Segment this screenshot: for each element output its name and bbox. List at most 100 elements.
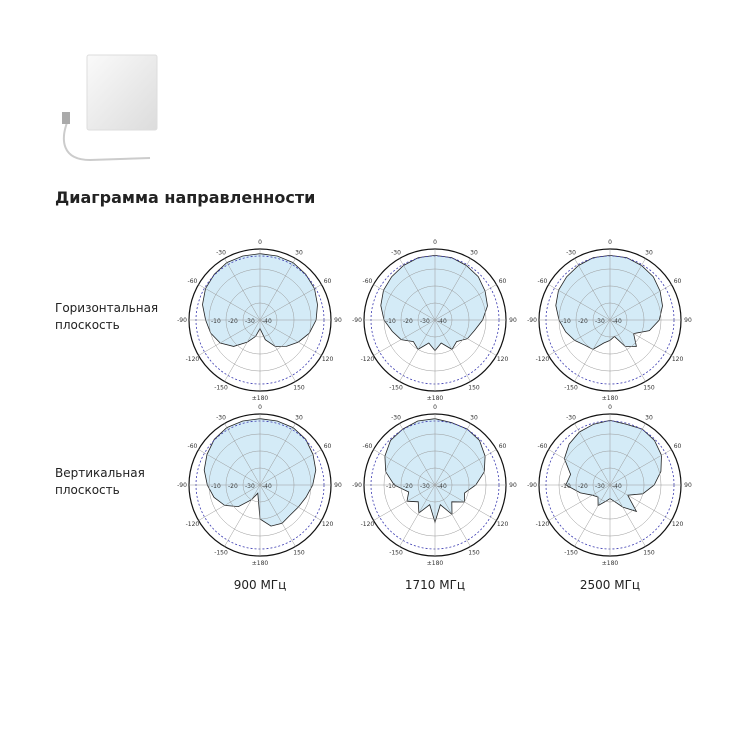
angle-grid-line bbox=[259, 484, 322, 521]
angle-tick-label: 60 bbox=[674, 278, 682, 285]
angle-grid-line bbox=[548, 449, 611, 486]
radial-tick-label: -20 bbox=[403, 318, 413, 325]
angle-tick-label: 90 bbox=[509, 317, 517, 324]
angle-tick-label: -90 bbox=[352, 482, 362, 489]
angle-grid-line bbox=[609, 484, 646, 547]
angle-grid-line bbox=[609, 319, 672, 356]
angle-tick-label: 60 bbox=[499, 443, 507, 450]
angle-grid-line bbox=[399, 423, 436, 486]
angle-tick-label: -150 bbox=[214, 385, 228, 392]
angle-tick-label: -120 bbox=[186, 521, 200, 528]
angle-grid-line bbox=[609, 484, 672, 521]
polar-diagram: -10 -20 -30 -40 0 30 60 90 120 150 ±180 -150 -120 -90… bbox=[352, 239, 517, 402]
angle-tick-label: -30 bbox=[216, 249, 226, 256]
angle-grid-line bbox=[574, 319, 611, 382]
polar-diagram: -10 -20 -30 -40 0 30 60 90 120 150 ±180 -150 -120 -90… bbox=[527, 239, 692, 402]
angle-tick-label: 120 bbox=[322, 356, 334, 363]
column-label: 2500 МГц bbox=[580, 578, 640, 592]
angle-grid-line bbox=[224, 258, 261, 321]
angle-grid-line bbox=[609, 319, 646, 382]
radial-tick-label: -20 bbox=[578, 318, 588, 325]
angle-grid-line bbox=[434, 484, 497, 521]
radiation-pattern bbox=[555, 254, 663, 350]
angle-tick-label: 120 bbox=[322, 521, 334, 528]
angle-tick-label: -90 bbox=[352, 317, 362, 324]
angle-tick-label: -60 bbox=[363, 443, 373, 450]
radial-tick-label: -30 bbox=[420, 318, 430, 325]
angle-tick-label: 120 bbox=[672, 356, 684, 363]
angle-tick-label: 0 bbox=[258, 404, 262, 411]
radial-tick-label: -10 bbox=[211, 483, 221, 490]
radial-tick-label: -10 bbox=[561, 483, 571, 490]
angle-tick-label: -150 bbox=[389, 385, 403, 392]
angle-grid-line bbox=[434, 258, 471, 321]
angle-tick-label: ±180 bbox=[252, 395, 269, 402]
angle-tick-label: 120 bbox=[497, 356, 509, 363]
angle-tick-label: -90 bbox=[527, 317, 537, 324]
angle-grid-line bbox=[609, 258, 646, 321]
angle-tick-label: ±180 bbox=[427, 395, 444, 402]
angle-grid-line bbox=[224, 423, 261, 486]
angle-tick-label: 90 bbox=[684, 482, 692, 489]
radial-tick-label: -40 bbox=[437, 483, 447, 490]
row-label: плоскость bbox=[55, 318, 120, 332]
angle-tick-label: -150 bbox=[564, 550, 578, 557]
radial-tick-label: -10 bbox=[386, 318, 396, 325]
angle-tick-label: 120 bbox=[497, 521, 509, 528]
angle-tick-label: ±180 bbox=[602, 560, 619, 567]
angle-tick-label: -90 bbox=[527, 482, 537, 489]
angle-grid-line bbox=[548, 284, 611, 321]
angle-tick-label: 90 bbox=[334, 482, 342, 489]
angle-grid-line bbox=[609, 284, 672, 321]
radial-tick-label: -40 bbox=[262, 318, 272, 325]
angle-tick-label: 90 bbox=[334, 317, 342, 324]
angle-tick-label: -120 bbox=[536, 521, 550, 528]
angle-tick-label: 30 bbox=[470, 414, 478, 421]
angle-tick-label: -90 bbox=[177, 317, 187, 324]
angle-grid-line bbox=[434, 284, 497, 321]
polar-diagram: -10 -20 -30 -40 0 30 60 90 120 150 ±180 -150 -120 -90… bbox=[177, 239, 342, 402]
angle-grid-line bbox=[574, 484, 611, 547]
angle-tick-label: 120 bbox=[672, 521, 684, 528]
angle-tick-label: 0 bbox=[433, 239, 437, 246]
antenna-image bbox=[62, 54, 158, 162]
angle-tick-label: 0 bbox=[608, 404, 612, 411]
angle-tick-label: 30 bbox=[645, 249, 653, 256]
radial-tick-label: -40 bbox=[262, 483, 272, 490]
angle-tick-label: 60 bbox=[324, 443, 332, 450]
angle-tick-label: 60 bbox=[674, 443, 682, 450]
angle-tick-label: -30 bbox=[566, 414, 576, 421]
angle-tick-label: -150 bbox=[214, 550, 228, 557]
angle-tick-label: -60 bbox=[188, 443, 198, 450]
angle-grid-line bbox=[198, 319, 261, 356]
angle-grid-line bbox=[609, 423, 646, 486]
angle-grid-line bbox=[198, 484, 261, 521]
radial-tick-label: -20 bbox=[403, 483, 413, 490]
angle-tick-label: -30 bbox=[391, 414, 401, 421]
angle-tick-label: -150 bbox=[564, 385, 578, 392]
column-label: 900 МГц bbox=[234, 578, 287, 592]
radial-tick-label: -30 bbox=[595, 483, 605, 490]
angle-tick-label: 30 bbox=[470, 249, 478, 256]
angle-tick-label: 150 bbox=[293, 385, 305, 392]
radial-tick-label: -10 bbox=[211, 318, 221, 325]
angle-grid-line bbox=[574, 423, 611, 486]
radial-tick-label: -30 bbox=[245, 483, 255, 490]
angle-tick-label: 0 bbox=[433, 404, 437, 411]
angle-tick-label: 150 bbox=[643, 385, 655, 392]
angle-tick-label: -60 bbox=[363, 278, 373, 285]
radial-tick-label: -30 bbox=[245, 318, 255, 325]
radial-tick-label: -30 bbox=[595, 318, 605, 325]
angle-grid-line bbox=[259, 423, 296, 486]
angle-grid-line bbox=[259, 484, 296, 547]
row-label: плоскость bbox=[55, 483, 120, 497]
angle-grid-line bbox=[373, 284, 436, 321]
angle-tick-label: 0 bbox=[608, 239, 612, 246]
polar-diagram: -10 -20 -30 -40 0 30 60 90 120 150 ±180 -150 -120 -90… bbox=[527, 404, 692, 567]
angle-tick-label: 0 bbox=[258, 239, 262, 246]
row-label: Горизонтальная bbox=[55, 301, 158, 315]
angle-tick-label: -120 bbox=[536, 356, 550, 363]
angle-grid-line bbox=[609, 449, 672, 486]
angle-tick-label: -120 bbox=[361, 356, 375, 363]
